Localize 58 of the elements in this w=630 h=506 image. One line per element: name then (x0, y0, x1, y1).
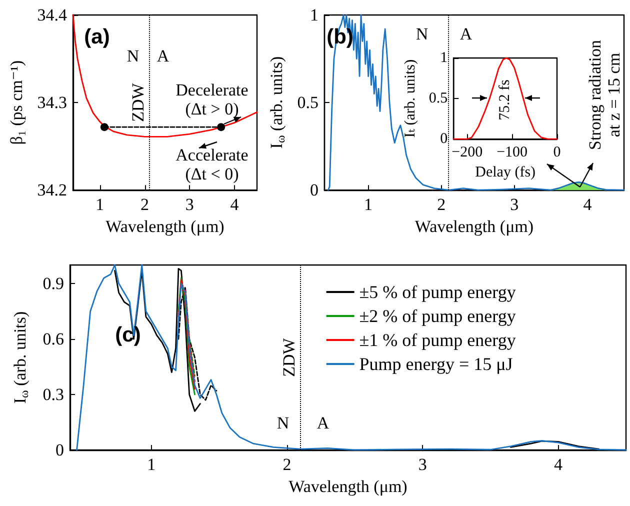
y-axis-title: Iₜ (arb. units) (402, 59, 418, 138)
y-tick-label: 0.6 (42, 330, 64, 348)
x-tick-label: 2 (282, 455, 292, 474)
x-tick-label: −200 (452, 144, 483, 161)
y-tick-label: 0 (56, 440, 64, 460)
y-tick-label: 0 (310, 180, 318, 200)
annotation: N (276, 414, 290, 434)
line-series (452, 57, 558, 140)
x-tick-label: 1 (147, 455, 156, 474)
y-tick-label: 34.2 (37, 180, 67, 200)
line-series (327, 14, 625, 191)
x-tick-label: 1 (96, 195, 104, 214)
annotation: (c) (115, 323, 141, 347)
x-tick-label: 3 (510, 195, 519, 214)
x-axis-title: Wavelength (μm) (288, 476, 408, 496)
y-tick-label: 0 (440, 131, 448, 148)
annotation: A (460, 24, 472, 44)
y-tick-label: 0.3 (42, 385, 64, 404)
legend-label: Pump energy = 15 μJ (359, 354, 513, 374)
x-tick-label: 2 (140, 195, 150, 214)
y-axis-title: β₁ (ps cm⁻¹) (7, 60, 26, 145)
x-axis-title: Wavelength (μm) (106, 217, 224, 236)
x-tick-label: 3 (185, 195, 194, 214)
x-tick-label: 1 (364, 195, 373, 214)
x-axis-title: Wavelength (μm) (414, 217, 534, 236)
annotation: 75.2 fs (496, 80, 514, 120)
x-tick-label: −100 (496, 144, 528, 161)
legend-label: ±5 % of pump energy (359, 282, 516, 302)
y-tick-label: 0.9 (42, 274, 64, 293)
legend-label: ±1 % of pump energy (359, 330, 516, 350)
y-tick-label: 34.4 (37, 6, 68, 24)
annotation: N (126, 46, 140, 66)
x-axis-title: Delay (fs) (475, 164, 536, 180)
annotation: Decelerate (Δt > 0) (174, 80, 250, 119)
y-tick-label: 1 (310, 6, 318, 24)
x-tick-label: 0 (553, 144, 561, 161)
y-tick-label: 1 (440, 50, 448, 66)
y-axis-title: Iω (arb. units) (267, 56, 288, 149)
x-tick-label: 3 (418, 455, 427, 474)
y-tick-label: 0.5 (428, 90, 448, 107)
x-tick-label: 4 (230, 195, 240, 214)
annotation: N (416, 24, 428, 44)
y-tick-label: 34.3 (37, 93, 67, 112)
annotation: (a) (84, 25, 110, 49)
x-tick-label: 4 (554, 455, 563, 474)
annotation: Strong radiation at z = 15 cm (585, 39, 624, 152)
annotation: Accelerate (Δt < 0) (174, 145, 250, 184)
y-tick-label: 0.5 (297, 93, 318, 112)
annotation: A (316, 414, 330, 434)
annotation: A (156, 46, 170, 66)
legend-label: ±2 % of pump energy (359, 306, 516, 326)
x-tick-label: 2 (437, 195, 446, 214)
x-tick-label: 4 (583, 195, 592, 214)
ref-line-label: ZDW (280, 337, 299, 377)
y-axis-title: Iω (arb. units) (10, 311, 31, 404)
line-series (72, 14, 258, 138)
line-series (178, 286, 218, 401)
ref-line-label: ZDW (128, 82, 148, 122)
